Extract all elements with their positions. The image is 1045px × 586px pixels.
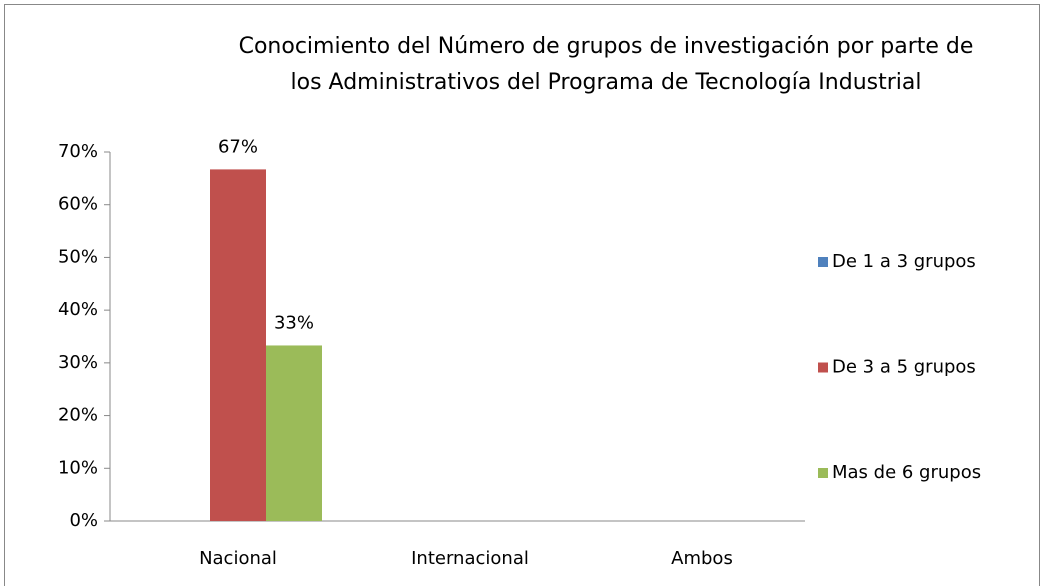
- y-tick-label: 10%: [58, 457, 98, 478]
- bar: [266, 345, 322, 521]
- chart-title: los Administrativos del Programa de Tecn…: [291, 70, 922, 95]
- legend-label: Mas de 6 grupos: [832, 462, 981, 483]
- legend-swatch: [818, 257, 828, 267]
- y-tick-label: 30%: [58, 352, 98, 373]
- legend-swatch: [818, 468, 828, 478]
- y-tick-label: 50%: [58, 246, 98, 267]
- x-tick-label: Nacional: [199, 548, 277, 569]
- legend-label: De 1 a 3 grupos: [832, 251, 976, 272]
- data-label: 67%: [218, 136, 258, 157]
- y-tick-label: 0%: [69, 510, 98, 531]
- legend-swatch: [818, 362, 828, 373]
- chart-title: Conocimiento del Número de grupos de inv…: [239, 34, 974, 59]
- legend-label: De 3 a 5 grupos: [832, 357, 976, 378]
- y-tick-label: 40%: [58, 299, 98, 320]
- chart-border: [4, 4, 1040, 586]
- data-label: 33%: [274, 312, 314, 333]
- y-tick-label: 60%: [58, 194, 98, 215]
- y-tick-label: 70%: [58, 141, 98, 162]
- bar: [210, 169, 266, 521]
- y-tick-label: 20%: [58, 405, 98, 426]
- x-tick-label: Ambos: [671, 548, 733, 569]
- x-tick-label: Internacional: [411, 548, 529, 569]
